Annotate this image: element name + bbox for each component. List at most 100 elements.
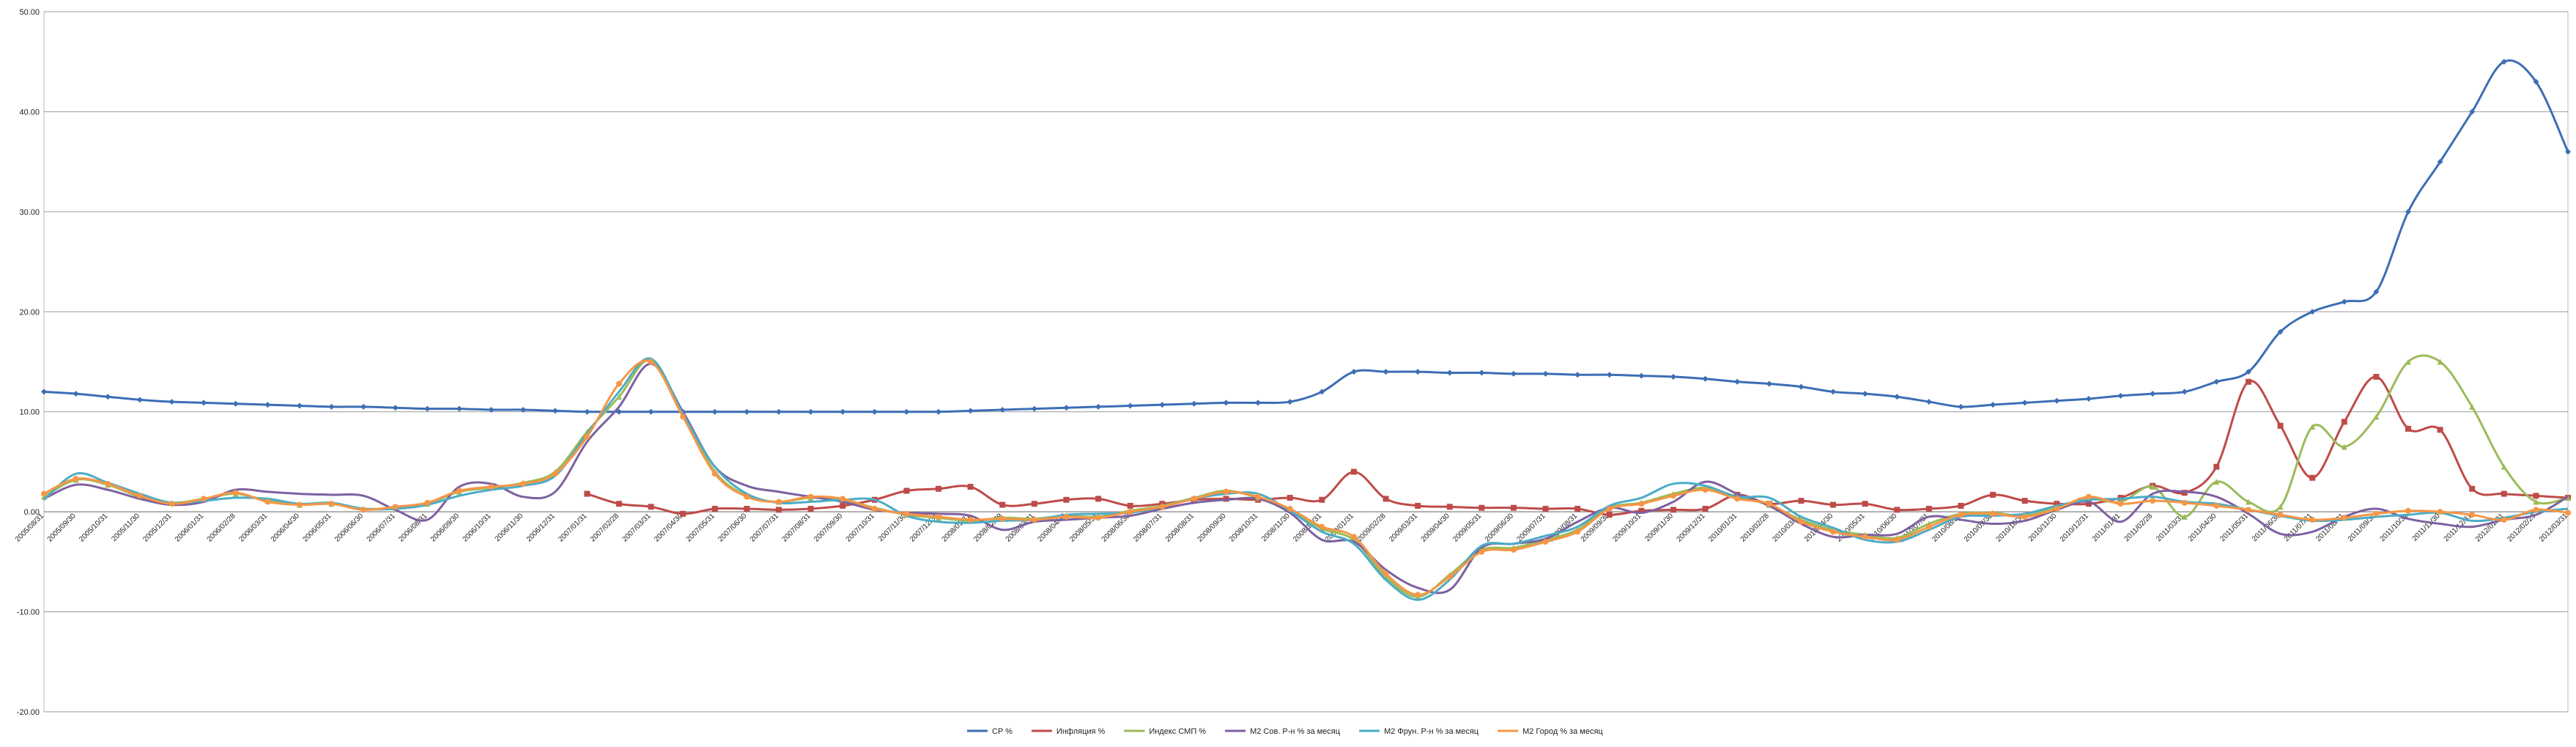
marker xyxy=(711,506,718,512)
marker xyxy=(1350,468,1357,475)
y-tick-label: 20.00 xyxy=(19,308,40,317)
marker xyxy=(2469,512,2476,518)
marker xyxy=(2245,498,2251,505)
marker xyxy=(1638,501,1645,507)
marker xyxy=(999,515,1006,522)
marker xyxy=(424,499,431,506)
marker xyxy=(1127,509,1133,515)
x-tick-label: 2005/10/31 xyxy=(78,512,109,543)
marker xyxy=(936,408,942,415)
marker xyxy=(2309,474,2316,481)
marker xyxy=(1159,504,1166,510)
marker xyxy=(2277,328,2284,335)
marker xyxy=(1670,373,1676,380)
marker xyxy=(1638,372,1645,379)
marker xyxy=(775,507,782,513)
marker xyxy=(2181,513,2188,520)
marker xyxy=(775,408,782,415)
x-tick-label: 2007/02/28 xyxy=(589,512,621,543)
marker xyxy=(2181,499,2188,506)
marker xyxy=(2150,484,2156,490)
marker xyxy=(1862,501,1868,507)
marker xyxy=(2533,507,2539,513)
marker xyxy=(1383,570,1389,577)
marker xyxy=(2501,463,2507,470)
marker xyxy=(1925,523,1932,530)
x-tick-label: 2012/03/31 xyxy=(2538,512,2569,543)
x-tick-label: 2006/12/31 xyxy=(525,512,557,543)
marker xyxy=(1446,573,1453,580)
x-tick-label: 2006/05/31 xyxy=(301,512,333,543)
marker xyxy=(2405,358,2411,365)
marker xyxy=(1894,394,1900,400)
marker xyxy=(264,498,271,505)
marker xyxy=(2405,208,2411,215)
marker xyxy=(2245,378,2251,385)
marker xyxy=(2150,391,2156,397)
marker xyxy=(2085,501,2092,507)
x-tick-label: 2005/11/30 xyxy=(110,512,141,543)
marker xyxy=(488,484,495,490)
x-tick-label: 2010/02/28 xyxy=(1739,512,1771,543)
marker xyxy=(1958,502,1964,509)
marker xyxy=(2213,502,2220,509)
marker xyxy=(1702,506,1709,512)
marker xyxy=(232,400,239,407)
marker xyxy=(584,408,591,415)
x-tick-label: 2008/03/31 xyxy=(1004,512,1036,543)
marker xyxy=(2437,358,2443,365)
marker xyxy=(871,506,878,512)
marker xyxy=(2469,403,2476,410)
marker xyxy=(967,517,974,523)
marker xyxy=(903,510,910,517)
marker xyxy=(1990,491,1996,498)
marker xyxy=(615,408,622,415)
y-tick-label: 0.00 xyxy=(24,508,40,517)
marker xyxy=(1415,592,1421,598)
marker xyxy=(169,399,175,405)
marker xyxy=(2469,485,2476,492)
marker xyxy=(903,487,910,494)
marker xyxy=(1510,504,1517,511)
marker xyxy=(2341,419,2347,425)
marker xyxy=(680,510,686,517)
marker xyxy=(840,496,846,502)
marker xyxy=(1383,369,1389,375)
marker xyxy=(744,493,750,500)
marker xyxy=(1478,504,1485,511)
marker xyxy=(1798,383,1805,390)
marker xyxy=(1542,506,1549,512)
marker xyxy=(1031,405,1037,412)
x-tick-label: 2007/11/30 xyxy=(877,512,908,543)
marker xyxy=(1415,502,1421,509)
marker xyxy=(1478,548,1485,555)
marker xyxy=(1958,512,1964,518)
marker xyxy=(520,406,527,413)
marker xyxy=(1670,507,1676,513)
marker xyxy=(169,501,175,507)
marker xyxy=(2373,289,2380,295)
x-tick-label: 2009/06/30 xyxy=(1484,512,1515,543)
x-tick-label: 2006/10/31 xyxy=(461,512,492,543)
legend-label: Инфляция % xyxy=(1056,727,1106,736)
marker xyxy=(2213,378,2220,385)
marker xyxy=(2150,498,2156,504)
x-tick-label: 2006/03/31 xyxy=(237,512,269,543)
marker xyxy=(1127,502,1133,509)
marker xyxy=(1031,501,1037,507)
marker xyxy=(360,403,367,410)
marker xyxy=(201,496,207,502)
x-tick-label: 2006/04/30 xyxy=(270,512,301,543)
marker xyxy=(41,490,47,497)
x-tick-label: 2010/01/31 xyxy=(1707,512,1739,543)
marker xyxy=(936,513,942,520)
marker xyxy=(328,501,335,507)
marker xyxy=(1925,506,1932,512)
marker xyxy=(744,408,750,415)
marker xyxy=(1574,506,1581,512)
marker xyxy=(711,471,718,477)
x-tick-label: 2007/10/31 xyxy=(845,512,876,543)
marker xyxy=(296,402,303,409)
marker xyxy=(2373,510,2380,517)
